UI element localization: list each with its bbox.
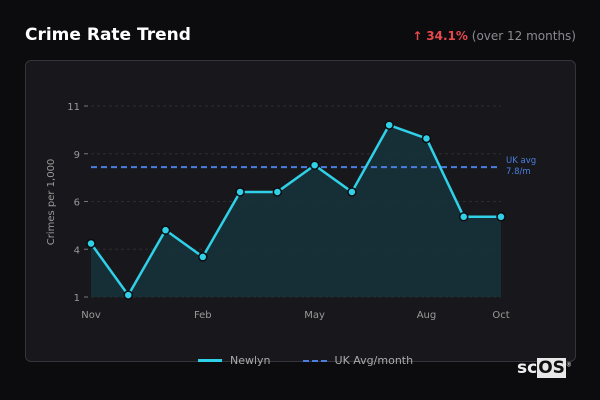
data-point [123,290,134,300]
data-point [235,187,245,197]
y-tick-label: 4 [74,245,80,256]
change-note: (over 12 months) [471,29,576,43]
y-tick-label: 6 [74,198,80,209]
x-tick-label: Aug [417,310,437,321]
logo: scOS® [517,358,572,378]
data-point [309,160,320,170]
x-tick-label: Nov [81,310,101,321]
arrow-up-icon: ↑ [412,29,423,43]
change-indicator: ↑ 34.1% (over 12 months) [412,29,576,43]
change-value: 34.1% [426,29,468,43]
data-point [421,133,432,144]
data-point [496,212,506,222]
reference-value-label: 7.8/m [506,167,531,177]
y-tick-label: 9 [74,150,80,161]
legend-swatch-average [302,359,327,362]
y-axis-label: Crimes per 1,000 [46,159,57,246]
x-tick-label: May [304,310,325,321]
reference-label: UK avg [506,156,536,166]
page-title: Crime Rate Trend [25,25,191,45]
x-tick-label: Feb [194,310,212,321]
legend-label-average: UK Avg/month [334,354,414,367]
legend: Newlyn UK Avg/month [198,354,413,367]
data-point [86,238,96,249]
series-area [91,125,501,297]
data-point [272,187,283,197]
series-line [89,123,501,297]
data-point [347,187,357,197]
data-point [160,225,171,235]
legend-swatch-series [198,359,222,362]
legend-label-series: Newlyn [230,354,271,367]
data-point [458,212,469,222]
y-tick-label: 11 [67,102,80,113]
data-point [198,252,208,262]
x-tick-label: Oct [492,310,509,321]
data-point [384,120,394,130]
y-tick-label: 1 [74,293,80,304]
